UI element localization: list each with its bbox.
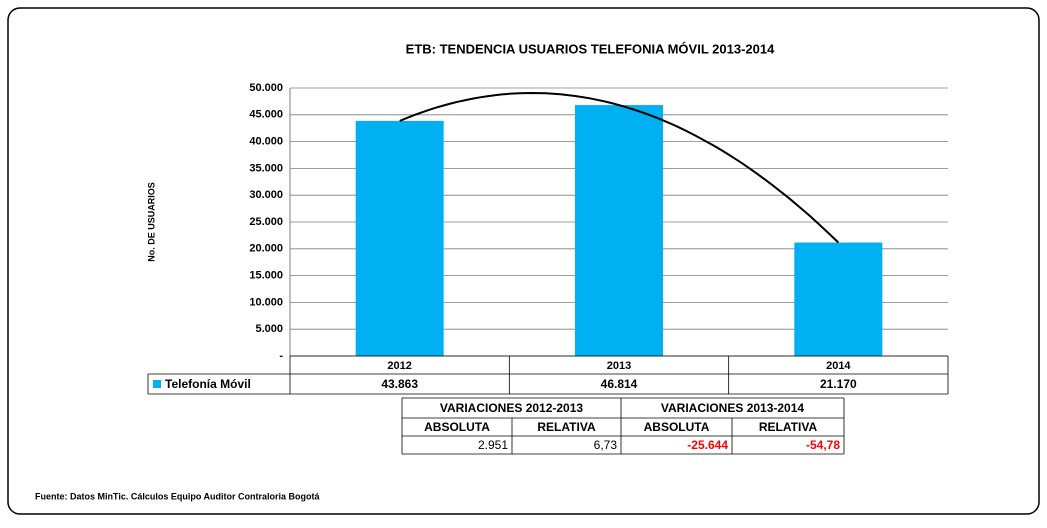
- category-label: 2014: [826, 360, 851, 372]
- variation-value: -25.644: [687, 438, 728, 452]
- y-tick-label: 20.000: [249, 243, 283, 255]
- y-tick-label: 30.000: [249, 189, 283, 201]
- y-axis-label: No. DE USUARIOS: [146, 182, 156, 262]
- bar: [355, 120, 444, 356]
- variation-value: 2.951: [478, 438, 508, 452]
- category-label: 2012: [387, 360, 411, 372]
- y-tick-label: 25.000: [249, 216, 283, 228]
- frame: [7, 7, 1040, 515]
- y-tick-label: 50.000: [249, 82, 283, 94]
- y-tick-label: 5.000: [255, 323, 283, 335]
- category-label: 2013: [607, 360, 631, 372]
- value-label: 43.863: [381, 377, 418, 391]
- variation-subheader: ABSOLUTA: [424, 420, 490, 434]
- variation-value: 6,73: [594, 438, 618, 452]
- variation-value: -54,78: [806, 438, 840, 452]
- value-label: 21.170: [820, 377, 857, 391]
- variation-header: VARIACIONES 2012-2013: [440, 401, 584, 415]
- bar: [794, 242, 883, 356]
- legend-label: Telefonía Móvil: [165, 377, 251, 391]
- variation-subheader: RELATIVA: [537, 420, 596, 434]
- y-tick-label: 15.000: [249, 270, 283, 282]
- y-tick-label: 40.000: [249, 136, 283, 148]
- y-tick-label: 45.000: [249, 109, 283, 121]
- y-tick-label: 35.000: [249, 162, 283, 174]
- bar: [575, 105, 663, 356]
- source-note: Fuente: Datos MinTic. Cálculos Equipo Au…: [35, 491, 321, 501]
- y-tick-label: -: [279, 350, 283, 362]
- variation-header: VARIACIONES 2013-2014: [661, 401, 805, 415]
- legend-swatch: [153, 380, 161, 388]
- value-label: 46.814: [601, 377, 638, 391]
- y-tick-label: 10.000: [249, 296, 283, 308]
- variation-subheader: RELATIVA: [759, 420, 818, 434]
- variation-subheader: ABSOLUTA: [644, 420, 710, 434]
- chart-title: ETB: TENDENCIA USUARIOS TELEFONIA MÓVIL …: [406, 41, 775, 56]
- trendline: [399, 91, 839, 244]
